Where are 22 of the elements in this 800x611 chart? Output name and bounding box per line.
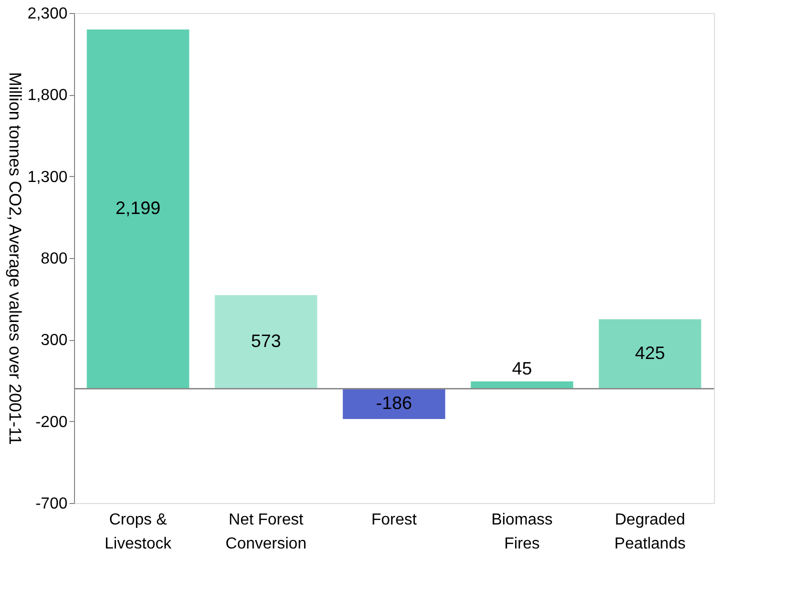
y-tick-label: 1,800	[27, 87, 68, 104]
data-label: 573	[250, 330, 282, 351]
y-tick-label: -200	[35, 414, 68, 431]
x-tick-label: Net Forest Conversion	[226, 512, 306, 552]
x-tick-label: Forest	[371, 512, 418, 528]
bar	[86, 29, 190, 389]
bar	[214, 295, 318, 389]
x-tick-label: Crops & Livestock	[104, 512, 172, 552]
y-axis-title: Million tonnes CO2, Average values over 2001-11	[5, 72, 24, 445]
y-tick-label: 2,300	[27, 6, 68, 22]
data-label: 425	[634, 342, 666, 363]
y-tick-label: 1,300	[27, 168, 68, 186]
y-tick-label: 800	[40, 250, 68, 268]
bar	[598, 319, 702, 389]
bar	[342, 388, 446, 420]
data-label: 45	[512, 358, 532, 378]
x-tick-label: Biomass Fires	[491, 512, 553, 552]
data-label: 2,199	[115, 198, 161, 218]
y-tick-label: -700	[35, 496, 68, 512]
y-tick-label: 300	[40, 332, 68, 350]
data-label: -186	[376, 392, 412, 413]
x-tick-label: Degraded Peatlands	[614, 512, 686, 552]
